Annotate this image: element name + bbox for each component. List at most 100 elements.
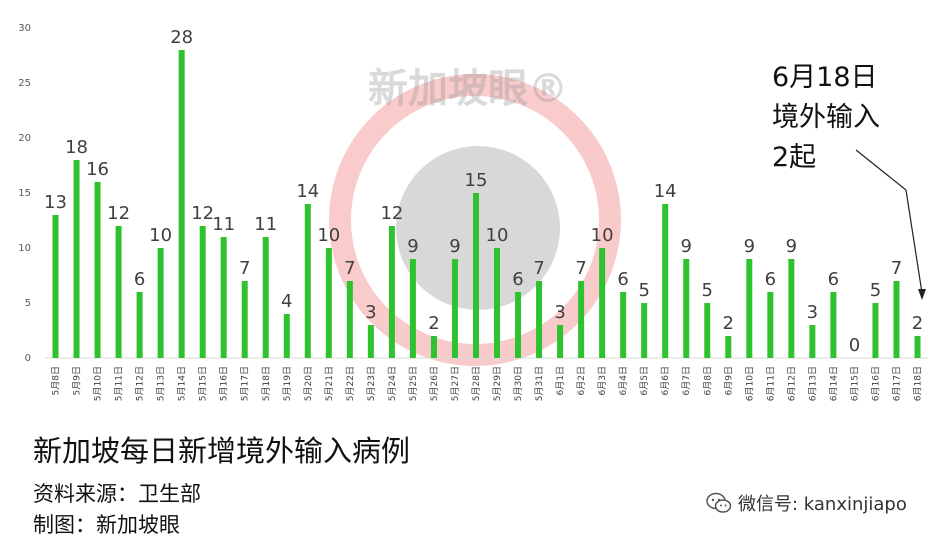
x-tick-label: 6月15日	[849, 366, 860, 401]
x-tick-label: 5月31日	[534, 366, 545, 401]
x-tick-label: 5月16日	[219, 366, 230, 401]
x-tick-label: 6月17日	[891, 366, 902, 401]
value-label: 10	[149, 225, 172, 246]
bar	[325, 248, 332, 358]
bar	[641, 303, 648, 358]
x-tick-label: 6月11日	[765, 366, 776, 401]
value-label: 9	[680, 236, 691, 257]
value-label: 6	[617, 269, 628, 290]
bar	[283, 314, 290, 358]
wechat-id: 微信号: kanxinjiapo	[706, 490, 907, 516]
y-tick-label: 5	[25, 298, 31, 309]
bar	[346, 281, 353, 358]
x-tick-label: 6月6日	[660, 366, 671, 395]
x-tick-label: 5月23日	[366, 366, 377, 401]
bar	[157, 248, 164, 358]
bar	[683, 259, 690, 358]
wechat-icon	[706, 492, 732, 513]
value-label: 15	[465, 170, 488, 191]
y-tick-label: 20	[18, 133, 31, 144]
value-label: 2	[428, 313, 439, 334]
bar	[578, 281, 585, 358]
maker-line: 制图：新加坡眼	[33, 513, 180, 537]
annotation-arrow	[855, 149, 926, 300]
x-tick-label: 6月13日	[807, 366, 818, 401]
x-tick-label: 6月3日	[597, 366, 608, 395]
x-tick-label: 6月9日	[723, 366, 734, 395]
x-tick-label: 5月24日	[387, 366, 398, 401]
x-tick-label: 5月17日	[240, 366, 251, 401]
bar	[409, 259, 416, 358]
bar	[241, 281, 248, 358]
x-tick-label: 5月25日	[408, 366, 419, 401]
bar	[430, 336, 437, 358]
value-label: 7	[891, 258, 902, 279]
bar	[94, 182, 101, 358]
value-label: 11	[212, 214, 235, 235]
x-tick-label: 5月26日	[429, 366, 440, 401]
x-tick-label: 5月28日	[471, 366, 482, 401]
x-tick-label: 5月8日	[51, 366, 62, 395]
x-tick-label: 5月14日	[177, 366, 188, 401]
bar	[788, 259, 795, 358]
bar	[199, 226, 206, 358]
value-label: 3	[365, 302, 376, 323]
x-tick-labels: 5月8日 5月9日 5月10日 5月11日 5月12日 5月13日 5月14日 5月15日 5月…	[51, 366, 924, 401]
x-tick-label: 6月18日	[912, 366, 923, 401]
x-tick-label: 5月12日	[135, 366, 146, 401]
x-tick-label: 5月20日	[303, 366, 314, 401]
value-label: 11	[254, 214, 277, 235]
value-label: 7	[533, 258, 544, 279]
bar	[494, 248, 501, 358]
value-label: 9	[786, 236, 797, 257]
x-tick-label: 6月12日	[786, 366, 797, 401]
bar	[304, 204, 311, 358]
x-tick-label: 6月16日	[870, 366, 881, 401]
value-label: 18	[65, 137, 88, 158]
bar	[599, 248, 606, 358]
value-label: 5	[870, 280, 881, 301]
value-label: 14	[654, 181, 677, 202]
value-label: 6	[134, 269, 145, 290]
bar	[662, 204, 669, 358]
value-label: 10	[317, 225, 340, 246]
value-label: 28	[170, 27, 193, 48]
bar	[515, 292, 522, 358]
value-label: 2	[912, 313, 923, 334]
bar	[73, 160, 80, 358]
value-label: 3	[554, 302, 565, 323]
value-label: 5	[638, 280, 649, 301]
bar	[220, 237, 227, 358]
x-tick-label: 5月18日	[261, 366, 272, 401]
x-tick-label: 6月5日	[639, 366, 650, 395]
y-tick-label: 0	[25, 353, 31, 364]
wechat-text: 微信号: kanxinjiapo	[738, 494, 907, 515]
value-label: 14	[296, 181, 319, 202]
value-labels: 1318161261028121171141410731292915106737…	[44, 27, 923, 356]
x-tick-label: 6月7日	[681, 366, 692, 395]
value-label: 9	[744, 236, 755, 257]
value-label: 10	[486, 225, 509, 246]
bar	[367, 325, 374, 358]
value-label: 7	[239, 258, 250, 279]
x-tick-label: 5月11日	[114, 366, 125, 401]
value-label: 16	[86, 159, 109, 180]
value-label: 7	[575, 258, 586, 279]
bar	[178, 50, 185, 358]
x-tick-label: 5月29日	[492, 366, 503, 401]
bar	[262, 237, 269, 358]
y-axis: 0 5 10 15 20 25 30	[18, 23, 31, 364]
x-tick-label: 6月2日	[576, 366, 587, 395]
bar	[893, 281, 900, 358]
value-label: 3	[807, 302, 818, 323]
value-label: 7	[344, 258, 355, 279]
x-tick-label: 5月21日	[324, 366, 335, 401]
bars	[52, 50, 921, 358]
bar	[388, 226, 395, 358]
bar	[451, 259, 458, 358]
x-tick-label: 6月1日	[555, 366, 566, 395]
value-label: 0	[849, 335, 860, 356]
chart-title: 新加坡每日新增境外输入病例	[33, 434, 411, 468]
value-label: 9	[449, 236, 460, 257]
